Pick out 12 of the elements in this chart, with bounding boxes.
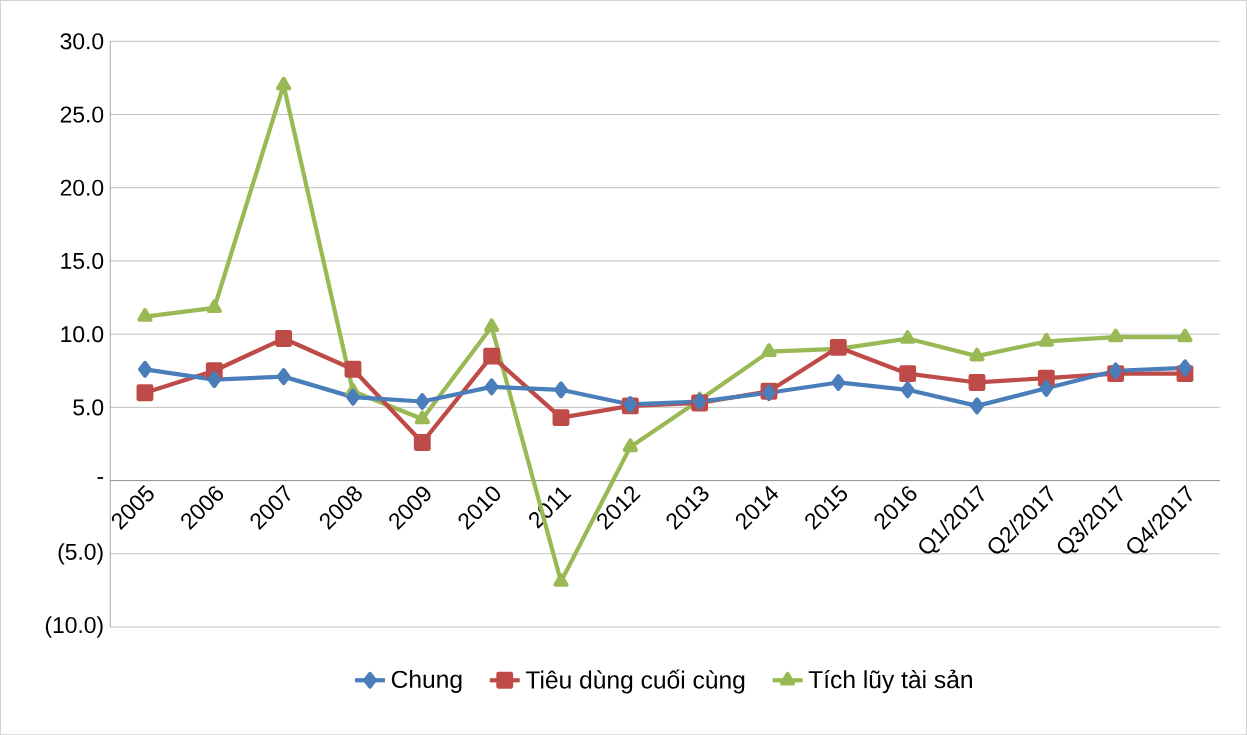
legend-label: Tích lũy tài sản — [808, 669, 972, 694]
y-tick-label: 25.0 — [60, 106, 104, 123]
y-tick-label: 30.0 — [60, 33, 104, 50]
y-tick-label: 10.0 — [61, 325, 104, 343]
legend-label: Chung — [391, 669, 462, 693]
y-tick-label: 5.0 — [73, 399, 104, 416]
y-tick-label: 20.0 — [60, 179, 104, 196]
y-tick-label: 15.0 — [61, 252, 104, 269]
y-tick-label: - — [97, 476, 104, 479]
legend-label: Tiêu dùng cuối cùng — [525, 669, 745, 694]
y-tick-label: (5.0) — [58, 543, 103, 565]
y-tick-label: (10.0) — [45, 616, 103, 638]
